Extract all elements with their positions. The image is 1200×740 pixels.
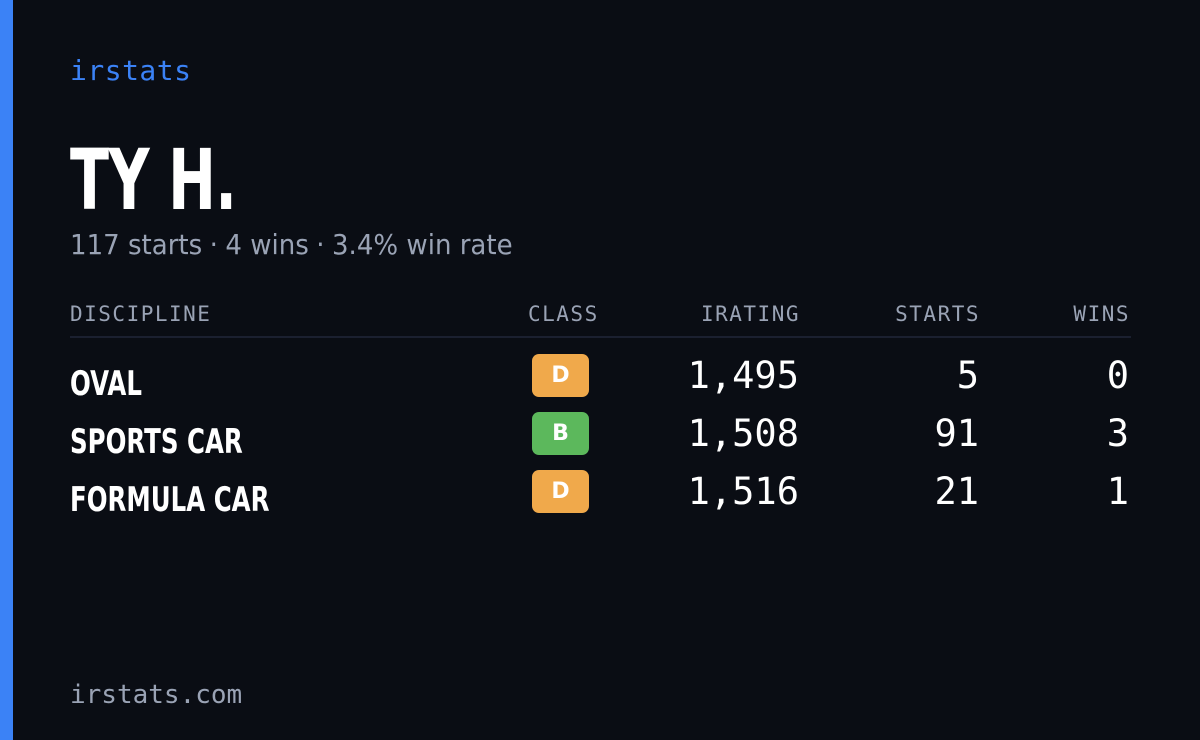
table-body: OVAL D 1,495 5 0 SPORTS CAR B 1,508 91 3… bbox=[70, 338, 1131, 528]
header-starts: STARTS bbox=[895, 302, 980, 326]
summary-separator: · bbox=[316, 228, 325, 261]
starts-value: 21 bbox=[934, 470, 979, 513]
table-header: DISCIPLINE CLASS IRATING STARTS WINS bbox=[70, 298, 1131, 338]
discipline-name: SPORTS CAR bbox=[70, 422, 243, 462]
irating-value: 1,516 bbox=[687, 470, 799, 513]
brand-logo: irstats bbox=[70, 54, 192, 87]
driver-name: TY H. bbox=[70, 131, 237, 229]
summary-win-rate: 3.4% win rate bbox=[331, 228, 513, 261]
summary-separator: · bbox=[209, 228, 218, 261]
wins-value: 3 bbox=[1106, 412, 1129, 455]
irating-value: 1,495 bbox=[687, 354, 799, 397]
starts-value: 5 bbox=[956, 354, 979, 397]
class-badge: B bbox=[532, 412, 589, 455]
summary-wins: 4 wins bbox=[225, 228, 309, 261]
header-discipline: DISCIPLINE bbox=[70, 302, 212, 326]
discipline-name: FORMULA CAR bbox=[70, 480, 270, 520]
accent-bar bbox=[0, 0, 13, 740]
header-class: CLASS bbox=[528, 302, 599, 326]
class-badge: D bbox=[532, 470, 589, 513]
wins-value: 1 bbox=[1106, 470, 1129, 513]
summary-starts: 117 starts bbox=[70, 228, 203, 261]
class-badge: D bbox=[532, 354, 589, 397]
table-row: OVAL D 1,495 5 0 bbox=[70, 354, 1131, 412]
starts-value: 91 bbox=[934, 412, 979, 455]
footer-url: irstats.com bbox=[70, 680, 243, 710]
discipline-table: DISCIPLINE CLASS IRATING STARTS WINS OVA… bbox=[70, 298, 1131, 528]
discipline-name: OVAL bbox=[70, 364, 142, 404]
table-row: SPORTS CAR B 1,508 91 3 bbox=[70, 412, 1131, 470]
irating-value: 1,508 bbox=[687, 412, 799, 455]
header-irating: IRATING bbox=[700, 302, 800, 326]
stats-summary: 117 starts · 4 wins · 3.4% win rate bbox=[70, 228, 513, 261]
header-wins: WINS bbox=[1073, 302, 1130, 326]
table-row: FORMULA CAR D 1,516 21 1 bbox=[70, 470, 1131, 528]
wins-value: 0 bbox=[1106, 354, 1129, 397]
